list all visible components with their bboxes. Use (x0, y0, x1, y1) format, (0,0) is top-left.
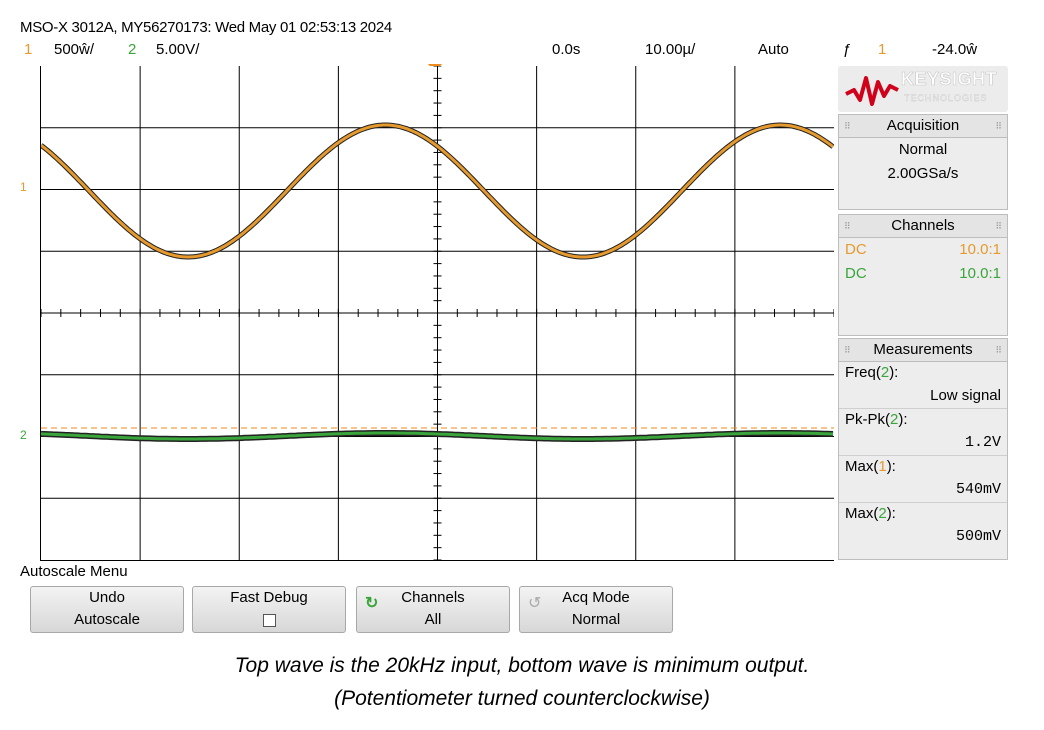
measurement-max-2: Max(2): 500mV (839, 503, 1007, 549)
figure-caption: Top wave is the 20kHz input, bottom wave… (0, 649, 1044, 715)
trigger-edge-icon[interactable]: ƒ (843, 41, 852, 58)
trigger-level[interactable]: -24.0ŵ (932, 41, 978, 58)
keysight-wave-icon (845, 76, 899, 106)
undo-autoscale-button[interactable]: Undo Autoscale (30, 586, 184, 633)
softkey-sublabel: Normal (571, 611, 621, 628)
waveform-display[interactable] (40, 66, 834, 561)
measurement-max-1: Max(1): 540mV (839, 456, 1007, 503)
channel-2-row: DC 10.0:1 (839, 262, 1007, 286)
acq-mode: Normal (898, 141, 948, 158)
ch2-ground-marker[interactable]: 2 (20, 428, 27, 442)
fast-debug-checkbox[interactable] (262, 614, 276, 627)
trigger-mode[interactable]: Auto (758, 41, 789, 58)
ch2-number[interactable]: 2 (128, 41, 137, 58)
status-bar: 1 500ŵ/ 2 5.00V/ 0.0s 10.00µ/ Auto ƒ 1 -… (0, 41, 1044, 61)
measurement-freq-2: Freq(2): Low signal (839, 362, 1007, 409)
ch1-coupling: DC (845, 241, 867, 258)
measurements-panel[interactable]: ⠿ Measurements ⠿ Freq(2): Low signal Pk-Pk… (838, 338, 1008, 560)
trigger-source[interactable]: 1 (878, 41, 887, 58)
time-delay[interactable]: 0.0s (552, 41, 581, 58)
caption-line-2: (Potentiometer turned counterclockwise) (334, 687, 710, 710)
fast-debug-button[interactable]: Fast Debug (192, 586, 346, 633)
acq-rate: 2.00GSa/s (887, 165, 959, 182)
waveform-graticule (41, 66, 834, 560)
logo-brand: KEYSIGHT (901, 69, 998, 90)
measurement-value: 540mV (955, 481, 1001, 498)
softkey-sublabel: Autoscale (74, 611, 140, 628)
ch1-scale[interactable]: 500ŵ/ (54, 41, 95, 58)
channels-title: Channels (891, 217, 955, 234)
measurement-value: Low signal (930, 387, 1001, 404)
measurement-value: 500mV (955, 528, 1001, 545)
measurements-title: Measurements (873, 341, 973, 358)
channel-1-row: DC 10.0:1 (839, 238, 1007, 262)
instrument-title: MSO-X 3012A, MY56270173: Wed May 01 02:5… (20, 19, 392, 36)
measurement-value: 1.2V (964, 434, 1001, 451)
info-sidebar: KEYSIGHT TECHNOLOGIES ⠿ Acquisition ⠿ Norm… (838, 66, 1008, 560)
measurement-pkpk-2: Pk-Pk(2): 1.2V (839, 409, 1007, 456)
softkey-label: Fast Debug (230, 589, 308, 606)
ch1-number[interactable]: 1 (24, 41, 33, 58)
softkey-label: Acq Mode (562, 589, 630, 606)
rotate-icon: ↺ (528, 595, 542, 612)
softkey-sublabel: All (424, 611, 442, 628)
channels-all-button[interactable]: ↻ Channels All (356, 586, 510, 633)
ch2-trace (41, 431, 834, 441)
ch2-probe: 10.0:1 (959, 265, 1001, 282)
menu-title: Autoscale Menu (20, 563, 128, 580)
softkey-label: Undo (89, 589, 125, 606)
ch2-coupling: DC (845, 265, 867, 282)
channels-panel[interactable]: ⠿ Channels ⠿ DC 10.0:1 DC 10.0:1 (838, 214, 1008, 336)
softkey-label: Channels (401, 589, 465, 606)
acquisition-panel[interactable]: ⠿ Acquisition ⠿ Normal 2.00GSa/s (838, 114, 1008, 210)
acq-mode-button[interactable]: ↺ Acq Mode Normal (519, 586, 673, 633)
ch2-scale[interactable]: 5.00V/ (156, 41, 200, 58)
logo-sub: TECHNOLOGIES (904, 93, 988, 103)
ch1-trace (41, 123, 834, 259)
ch1-ground-marker[interactable]: 1 (20, 180, 27, 194)
caption-line-1: Top wave is the 20kHz input, bottom wave… (234, 654, 810, 677)
keysight-logo: KEYSIGHT TECHNOLOGIES (838, 66, 1008, 112)
acquisition-title: Acquisition (886, 117, 960, 134)
rotate-icon: ↻ (365, 595, 379, 612)
ch1-probe: 10.0:1 (959, 241, 1001, 258)
timebase[interactable]: 10.00µ/ (645, 41, 696, 58)
